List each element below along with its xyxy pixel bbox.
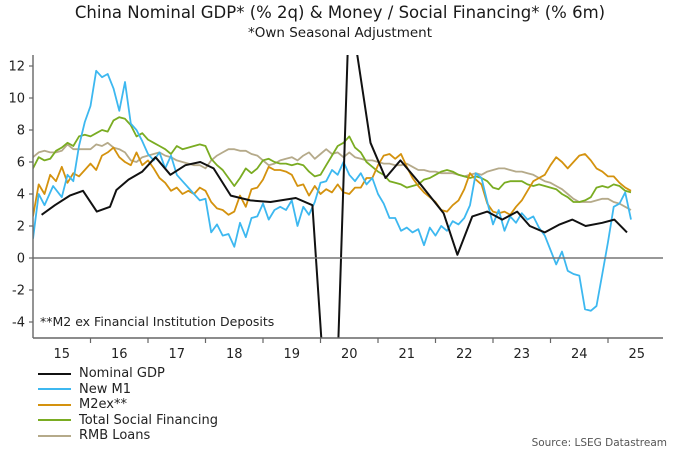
legend-swatch: [38, 419, 71, 422]
x-tick-label: 15: [53, 347, 70, 362]
x-tick-label: 19: [283, 347, 300, 362]
y-tick-label: 2: [17, 220, 25, 235]
x-tick-label: 16: [111, 347, 128, 362]
series-line-new-m1: [33, 69, 632, 312]
y-tick-label: 12: [8, 60, 25, 75]
x-tick-label: 20: [341, 347, 358, 362]
legend-item-rmb-loans: RMB Loans: [38, 428, 218, 444]
y-tick-label: 10: [8, 92, 25, 107]
legend-item-m2ex: M2ex**: [38, 397, 218, 413]
x-tick-label: 18: [226, 347, 243, 362]
x-tick-label: 23: [513, 347, 530, 362]
legend-label: M2ex**: [79, 397, 127, 413]
legend-swatch: [38, 388, 71, 391]
x-tick-label: 17: [168, 347, 185, 362]
y-tick-label: 4: [17, 188, 25, 203]
legend-label: New M1: [79, 381, 131, 397]
x-tick-label: 24: [571, 347, 588, 362]
y-tick-label: -4: [12, 316, 25, 331]
legend-label: Nominal GDP: [79, 366, 165, 382]
chart-subtitle: *Own Seasonal Adjustment: [247, 25, 433, 41]
series-line-nominal-gdp: [41, 55, 628, 338]
y-tick-label: 0: [17, 252, 25, 267]
chart-title: China Nominal GDP* (% 2q) & Money / Soci…: [74, 3, 606, 22]
legend-swatch: [38, 372, 71, 375]
series-layer: [33, 55, 632, 338]
source-note: Source: LSEG Datastream: [531, 437, 667, 449]
y-tick-label: 8: [17, 124, 25, 139]
legend-item-new-m1: New M1: [38, 382, 218, 398]
legend-swatch: [38, 434, 71, 437]
x-ticks: 15 16 17 18 19 20 21 22 23 24 25: [53, 338, 645, 362]
legend-item-nominal-gdp: Nominal GDP: [38, 366, 218, 382]
y-ticks: -4 -2 0 2 4 6 8 10 12: [8, 60, 33, 331]
legend-item-total-social-financing: Total Social Financing: [38, 413, 218, 429]
legend-label: RMB Loans: [79, 428, 151, 444]
legend-swatch: [38, 403, 71, 406]
x-tick-label: 21: [398, 347, 415, 362]
x-tick-label: 22: [456, 347, 473, 362]
legend-label: Total Social Financing: [79, 412, 219, 428]
y-tick-label: -2: [12, 284, 25, 299]
chart-footnote: **M2 ex Financial Institution Deposits: [40, 314, 275, 329]
series-line-m2ex: [33, 146, 632, 217]
legend: Nominal GDP New M1 M2ex** Total Social F…: [38, 366, 218, 444]
y-tick-label: 6: [17, 156, 25, 171]
x-tick-label: 25: [628, 347, 645, 362]
